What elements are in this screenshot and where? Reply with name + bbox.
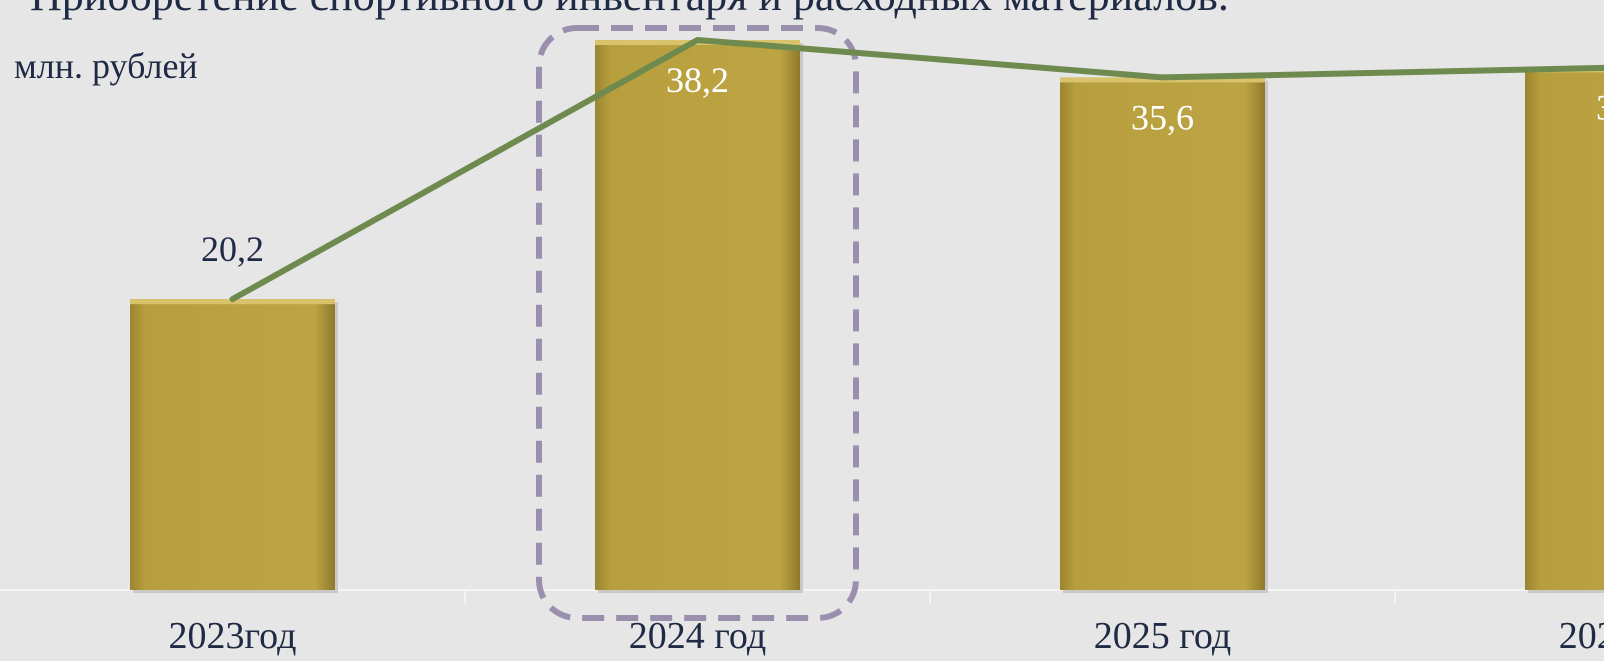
trend-line	[229, 37, 1604, 303]
bar-value-label: 38,2	[666, 60, 729, 100]
highlight-box	[536, 25, 859, 621]
unit-label: млн. рублей	[14, 46, 198, 86]
x-axis-category-label: 2024 год	[629, 615, 766, 657]
bar	[130, 299, 335, 590]
bar	[595, 40, 800, 590]
bar	[1060, 77, 1265, 590]
bar	[1525, 67, 1604, 590]
x-axis-category-label: 2025 год	[1094, 615, 1231, 657]
bar-value-label: 35,6	[1131, 97, 1194, 137]
bar-value-label: 36,3	[1596, 87, 1604, 127]
chart-title: Приобретение спортивного инвентаря и рас…	[30, 0, 1229, 21]
bar-value-label: 20,2	[201, 229, 264, 269]
x-axis-category-label: 2026 год	[1559, 615, 1604, 657]
x-axis-category-label: 2023год	[169, 615, 297, 657]
